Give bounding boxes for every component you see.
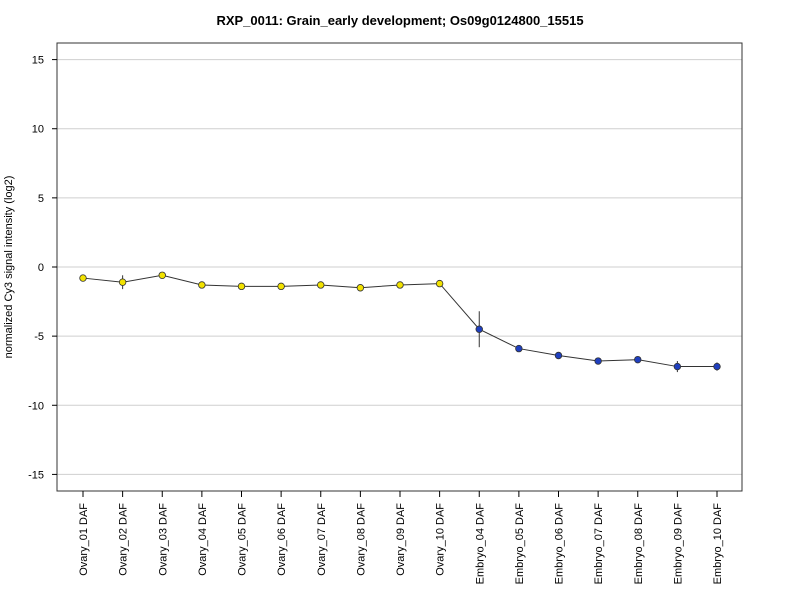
data-point: [475, 325, 483, 333]
x-tick-label: Embryo_05 DAF: [514, 503, 526, 585]
x-tick-label: Ovary_09 DAF: [395, 503, 407, 576]
x-tick-label: Ovary_03 DAF: [157, 503, 169, 576]
data-point: [554, 351, 563, 360]
y-tick-label: 0: [38, 262, 44, 274]
data-point: [79, 274, 87, 282]
y-tick-label: -15: [28, 469, 44, 481]
x-tick-label: Embryo_08 DAF: [633, 503, 645, 585]
data-point: [277, 282, 285, 291]
x-tick-label: Embryo_04 DAF: [474, 503, 486, 585]
data-point: [634, 355, 642, 364]
x-tick-label: Ovary_08 DAF: [355, 503, 367, 576]
data-point: [356, 284, 365, 292]
data-point: [396, 281, 404, 289]
data-point: [673, 362, 682, 371]
data-point: [198, 281, 206, 289]
x-tick-label: Embryo_06 DAF: [554, 503, 566, 585]
data-point: [237, 282, 246, 291]
data-point: [118, 278, 127, 286]
data-point: [515, 344, 523, 353]
data-point: [594, 357, 602, 365]
x-tick-label: Ovary_04 DAF: [197, 503, 209, 576]
y-axis-title: normalized Cy3 signal intensity (log2): [3, 176, 15, 359]
y-tick-label: 10: [32, 124, 44, 136]
x-tick-label: Ovary_01 DAF: [78, 503, 90, 576]
series-line: [82, 274, 717, 368]
data-point: [713, 362, 721, 371]
y-tick-label: 15: [32, 55, 44, 67]
x-tick-label: Embryo_10 DAF: [712, 503, 724, 585]
x-tick-label: Ovary_05 DAF: [237, 503, 249, 576]
x-tick-label: Embryo_07 DAF: [593, 503, 605, 585]
chart-title: RXP_0011: Grain_early development; Os09g…: [216, 13, 584, 28]
x-tick-label: Embryo_09 DAF: [672, 503, 684, 585]
data-point: [158, 271, 166, 279]
data-point: [435, 279, 444, 288]
x-tick-label: Ovary_10 DAF: [435, 503, 447, 576]
x-tick-label: Ovary_06 DAF: [276, 503, 288, 576]
x-tick-label: Ovary_07 DAF: [316, 503, 328, 576]
y-tick-label: -5: [34, 331, 44, 343]
y-tick-label: 5: [38, 193, 44, 205]
y-tick-label: -10: [28, 400, 44, 412]
x-tick-label: Ovary_02 DAF: [118, 503, 130, 576]
data-point: [317, 281, 325, 289]
